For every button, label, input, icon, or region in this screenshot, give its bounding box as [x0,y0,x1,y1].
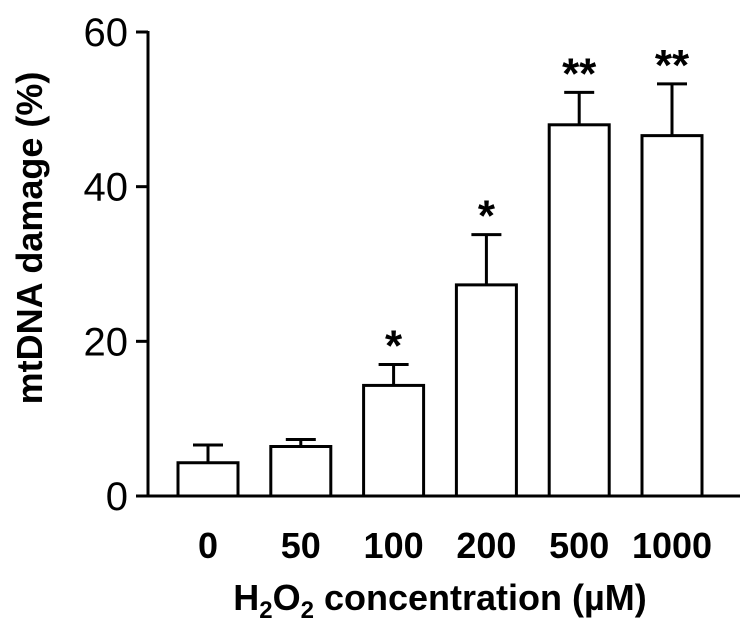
bar [269,445,333,498]
bar [454,283,518,498]
x-title-suffix: concentration (µM) [314,577,647,618]
x-title-sub1: 2 [259,597,272,624]
x-tick-label: 50 [281,525,321,566]
x-tick-label: 0 [198,525,218,566]
x-title-sub2: 2 [301,597,314,624]
y-tick-label: 60 [84,11,129,55]
x-tick-label: 100 [364,525,424,566]
x-tick-label: 1000 [632,525,712,566]
x-tick-label: 500 [549,525,609,566]
x-title-prefix: H [233,577,259,618]
x-axis-title: H2O2 concentration (µM) [233,577,646,624]
bar [547,123,611,498]
x-tick-labels: 0 50 100 200 500 1000 [198,525,712,566]
bar [640,134,704,498]
significance-marker: * [385,322,403,371]
bar [362,383,426,498]
axes-layer [146,31,740,498]
y-axis-title: mtDNA damage (%) [9,72,50,405]
y-tick-label: 0 [106,475,128,519]
significance-marker: ** [562,49,597,98]
y-tick-label: 20 [84,320,129,364]
x-tick-label: 200 [456,525,516,566]
x-title-mid: O [273,577,301,618]
y-tick-label: 40 [84,166,129,210]
y-ticks: 0 20 40 60 [84,11,148,519]
bars-layer: **** ** [176,41,704,498]
significance-marker: ** [655,41,690,90]
significance-marker: * [478,192,496,241]
bar [176,461,240,498]
